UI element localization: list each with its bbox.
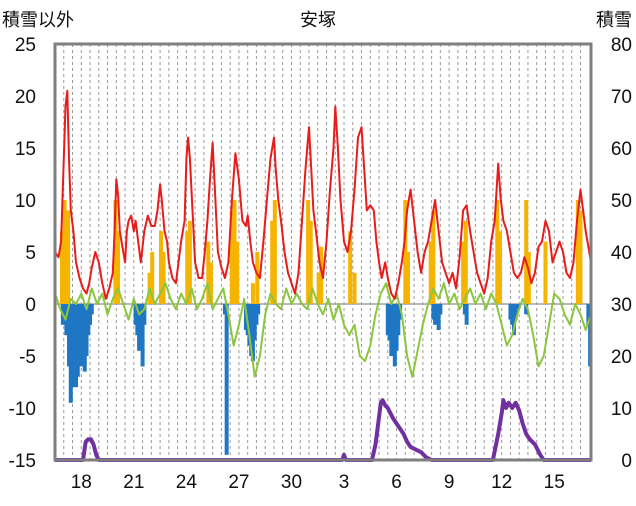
- left-tick-label: 5: [25, 243, 36, 264]
- precipitation-bar-15: [89, 304, 94, 315]
- sunshine-bar-23: [319, 246, 324, 304]
- sunshine-bar-6: [150, 252, 155, 304]
- bar-layer: [60, 200, 593, 455]
- sunshine-bar-12: [208, 262, 213, 304]
- sunshine-bar-14: [232, 200, 237, 304]
- x-tick-label: 15: [544, 472, 565, 493]
- x-tick-label: 30: [281, 472, 302, 493]
- sunshine-bar-22: [316, 272, 321, 304]
- left-tick-label: 0: [25, 295, 36, 316]
- sunshine-bar-20: [306, 200, 311, 304]
- sunshine-bar-26: [403, 200, 408, 304]
- left-y-axis: 25 20 15 10 5 0 -5 -10 -15: [9, 35, 36, 472]
- x-tick-label: 24: [176, 472, 198, 493]
- right-tick-label: 10: [611, 399, 632, 420]
- precipitation-bar-43: [436, 304, 441, 330]
- left-tick-label: -5: [19, 347, 36, 368]
- right-tick-label: 20: [611, 347, 632, 368]
- sunshine-bar-11: [206, 241, 211, 304]
- sunshine-bar-19: [272, 200, 277, 304]
- precipitation-bar-44: [438, 304, 443, 315]
- sunshine-bar-33: [497, 231, 502, 304]
- sunshine-bar-2: [66, 210, 71, 304]
- left-tick-label: 15: [15, 139, 36, 160]
- sunshine-bar-31: [463, 220, 468, 304]
- sunshine-bar-24: [348, 231, 353, 304]
- x-tick-label: 9: [444, 472, 455, 493]
- precipitation-bar-31: [256, 304, 261, 315]
- sunshine-bar-1: [62, 200, 67, 304]
- sunshine-bar-9: [185, 231, 190, 304]
- right-tick-label: 50: [611, 191, 632, 212]
- sunshine-bar-35: [526, 252, 531, 304]
- wind-line: [54, 282, 592, 378]
- left-axis-label: 積雪以外: [2, 10, 74, 30]
- sunshine-bar-17: [255, 252, 260, 304]
- precipitation-bar-39: [398, 304, 403, 320]
- precipitation-bar-50: [513, 304, 518, 320]
- sunshine-bar-21: [308, 220, 313, 304]
- left-tick-label: -10: [9, 399, 36, 420]
- left-tick-label: 10: [15, 191, 36, 212]
- sunshine-bar-18: [270, 220, 275, 304]
- temperature-line: [54, 89, 592, 300]
- sunshine-bar-28: [428, 241, 433, 304]
- sunshine-bar-38: [578, 210, 583, 304]
- sunshine-bar-32: [495, 200, 500, 304]
- right-tick-label: 80: [611, 35, 632, 56]
- sunshine-bar-34: [524, 200, 529, 304]
- chart-title: 安塚: [300, 10, 336, 30]
- sunshine-bar-36: [543, 241, 548, 304]
- sunshine-bar-16: [250, 283, 255, 304]
- x-axis: 18 21 24 27 30 3 6 9 12 15: [71, 472, 565, 493]
- right-tick-label: 30: [611, 295, 632, 316]
- x-tick-label: 6: [391, 472, 402, 493]
- sunshine-bar-10: [187, 220, 192, 304]
- right-tick-label: 40: [611, 243, 632, 264]
- x-tick-label: 21: [123, 472, 144, 493]
- sunshine-bar-27: [405, 252, 410, 304]
- right-y-axis: 80 70 60 50 40 30 20 10 0: [611, 35, 632, 472]
- sunshine-bar-4: [116, 231, 121, 304]
- precipitation-bar-20: [140, 304, 145, 367]
- sunshine-bar-0: [60, 231, 65, 304]
- left-tick-label: 25: [15, 35, 36, 56]
- x-tick-label: 18: [71, 472, 92, 493]
- precipitation-bar-51: [515, 304, 520, 310]
- right-tick-label: 0: [621, 451, 632, 472]
- left-tick-label: -15: [9, 451, 36, 472]
- sunshine-bar-7: [158, 231, 163, 304]
- left-tick-label: 20: [15, 87, 36, 108]
- plot-frame: [53, 42, 593, 462]
- sunshine-bar-30: [461, 241, 466, 304]
- sunshine-bar-8: [161, 252, 166, 304]
- sunshine-bar-37: [575, 200, 580, 304]
- precipitation-bar-23: [224, 304, 229, 455]
- sunshine-bar-3: [113, 200, 118, 304]
- right-tick-label: 70: [611, 87, 632, 108]
- x-tick-label: 12: [491, 472, 512, 493]
- sunshine-bar-29: [431, 210, 436, 304]
- right-axis-label: 積雪: [596, 10, 632, 30]
- x-tick-label: 3: [339, 472, 350, 493]
- sunshine-bar-25: [352, 272, 357, 304]
- sunshine-bar-15: [235, 241, 240, 304]
- sunshine-bar-13: [229, 210, 234, 304]
- precipitation-bar-21: [142, 304, 147, 325]
- precipitation-bar-52: [524, 304, 529, 315]
- right-tick-label: 60: [611, 139, 632, 160]
- precipitation-bar-46: [464, 304, 469, 325]
- x-tick-label: 27: [228, 472, 249, 493]
